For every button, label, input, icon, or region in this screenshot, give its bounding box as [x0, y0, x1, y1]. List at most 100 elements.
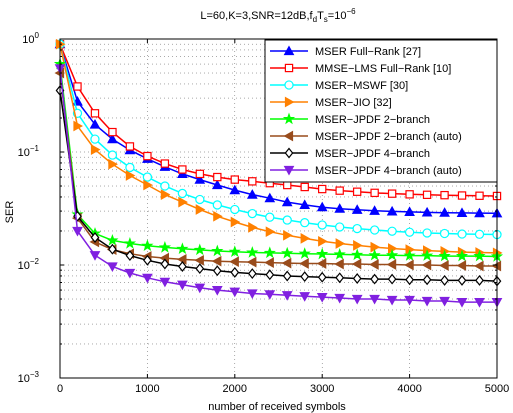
marker-triangle-right	[284, 96, 295, 108]
marker-triangle-left	[334, 258, 344, 270]
marker-triangle-right	[318, 235, 328, 247]
marker-triangle-right	[300, 233, 311, 244]
marker-circle	[457, 229, 467, 239]
marker-triangle-up	[281, 196, 293, 207]
marker-triangle-right	[335, 238, 346, 249]
x-tick-label: 1000	[135, 383, 159, 395]
legend-item: MSER−MSWF [30]	[270, 80, 408, 92]
marker-triangle-up	[404, 206, 415, 216]
marker-diamond	[284, 147, 294, 159]
marker-triangle-up	[211, 179, 223, 190]
marker-square	[160, 159, 170, 168]
marker-square	[284, 63, 294, 73]
marker-star	[386, 248, 399, 261]
legend-label: MSER Full−Rank [27]	[315, 46, 421, 58]
marker-star	[421, 249, 434, 261]
marker-diamond	[108, 243, 117, 255]
x-axis-label: number of received symbols	[208, 401, 346, 413]
marker-triangle-right	[353, 240, 363, 251]
marker-triangle-down	[211, 286, 223, 296]
marker-circle	[300, 218, 310, 228]
marker-circle	[369, 225, 380, 235]
marker-triangle-right	[125, 170, 136, 181]
marker-triangle-up	[89, 118, 101, 129]
marker-triangle-down	[159, 277, 171, 288]
marker-square	[440, 190, 449, 200]
marker-triangle-left	[439, 260, 449, 271]
marker-triangle-up	[194, 174, 206, 184]
marker-triangle-right	[370, 241, 381, 253]
marker-triangle-up	[299, 199, 311, 209]
marker-triangle-left	[299, 258, 309, 269]
marker-triangle-right	[90, 144, 101, 155]
legend-item: MMSE−LMS Full−Rank [10]	[270, 63, 451, 75]
marker-circle	[90, 134, 100, 144]
marker-triangle-right	[213, 210, 223, 222]
marker-diamond	[265, 269, 275, 281]
marker-star	[141, 239, 154, 252]
marker-triangle-left	[264, 257, 274, 268]
marker-triangle-down	[124, 268, 136, 279]
marker-triangle-right	[160, 189, 171, 200]
marker-triangle-down	[351, 294, 363, 305]
x-tick-label: 3000	[310, 383, 334, 395]
legend: MSER Full−Rank [27] MMSE−LMS Full−Rank [1…	[264, 39, 498, 183]
marker-triangle-down	[194, 283, 206, 294]
marker-triangle-right	[108, 158, 118, 170]
marker-diamond	[457, 274, 467, 286]
marker-square	[125, 142, 135, 151]
marker-triangle-up	[264, 192, 276, 203]
marker-diamond	[405, 274, 414, 286]
marker-triangle-down	[177, 280, 188, 291]
marker-circle	[247, 208, 257, 219]
x-tick-label: 2000	[223, 383, 247, 395]
marker-square	[213, 172, 222, 182]
marker-square	[248, 177, 257, 186]
marker-diamond	[195, 263, 205, 275]
y-tick-label: 10−1	[18, 144, 40, 159]
marker-triangle-up	[439, 207, 450, 217]
marker-diamond	[230, 266, 240, 278]
marker-circle	[212, 200, 222, 210]
marker-triangle-right	[195, 204, 206, 215]
y-axis-label: SER	[4, 201, 16, 224]
marker-triangle-up	[351, 204, 363, 214]
marker-triangle-left	[229, 256, 239, 268]
marker-triangle-up	[386, 205, 398, 216]
marker-diamond	[212, 265, 222, 277]
marker-square	[475, 191, 484, 200]
marker-star	[316, 247, 329, 260]
marker-triangle-left	[456, 260, 467, 271]
marker-circle	[317, 220, 327, 230]
legend-label: MSER−JPDF 4−branch (auto)	[315, 165, 462, 177]
marker-diamond	[178, 261, 187, 272]
chart-title: L=60,K=3,SNR=12dB,fdTs=10−6	[200, 7, 356, 24]
marker-triangle-down	[316, 293, 328, 303]
series-mser-jpdf-2-branch	[53, 57, 504, 262]
marker-diamond	[422, 274, 432, 286]
y-tick-label: 10−2	[18, 257, 40, 272]
x-tick-label: 5000	[485, 383, 509, 395]
marker-circle	[160, 181, 170, 191]
marker-star	[158, 241, 171, 253]
marker-triangle-up	[474, 207, 485, 218]
series-mmse-lms-full-rank-10-	[55, 39, 502, 201]
marker-triangle-up	[107, 133, 118, 144]
marker-triangle-left	[351, 258, 362, 270]
marker-diamond	[440, 274, 449, 286]
marker-star	[282, 112, 296, 125]
marker-triangle-left	[246, 256, 257, 268]
legend-label: MSER−JIO [32]	[315, 97, 392, 109]
marker-star	[473, 249, 486, 262]
marker-circle	[195, 194, 205, 205]
marker-circle	[230, 204, 240, 215]
marker-triangle-left	[316, 258, 327, 269]
marker-circle	[387, 226, 397, 236]
marker-star	[211, 244, 224, 257]
marker-triangle-left	[404, 259, 414, 271]
marker-triangle-left	[281, 257, 292, 269]
marker-circle	[125, 162, 135, 173]
legend-label: MSER−JPDF 4−branch	[315, 148, 430, 160]
marker-diamond	[317, 271, 327, 283]
